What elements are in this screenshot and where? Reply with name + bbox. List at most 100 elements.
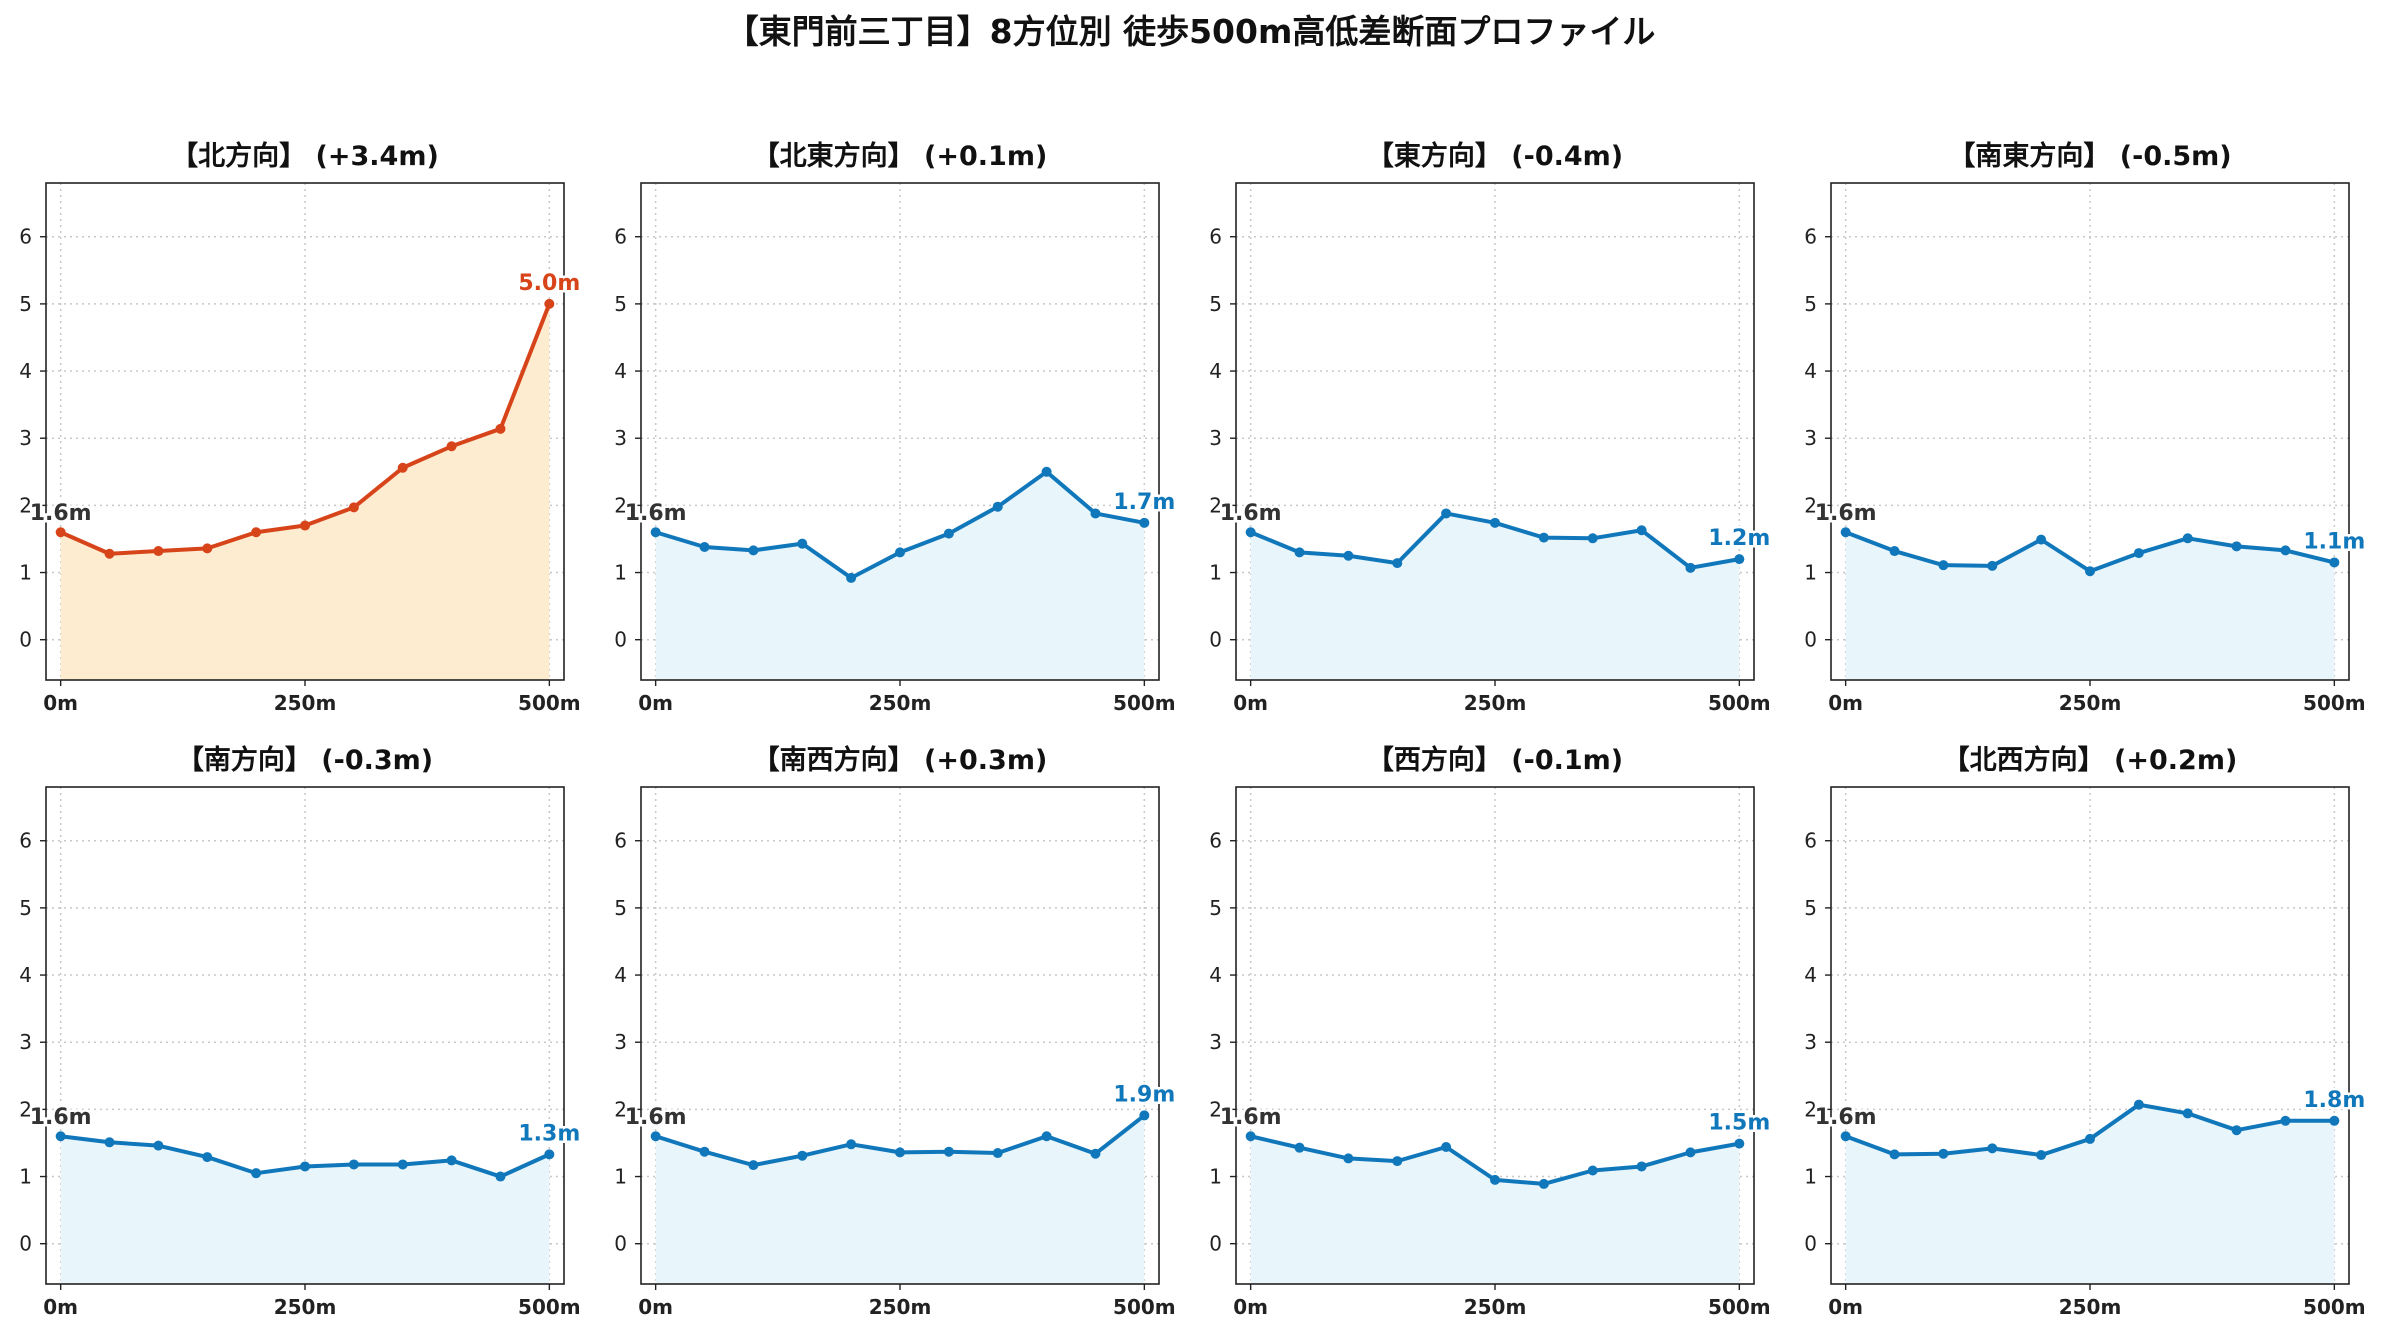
profile-point [1987,1143,1998,1154]
y-tick-label: 1 [614,561,627,585]
x-tick-label: 0m [638,1295,673,1319]
x-tick-label: 500m [1708,691,1771,715]
y-tick-label: 5 [614,896,627,920]
profile-point [699,542,710,553]
profile-point [992,501,1003,512]
x-tick-label: 250m [869,691,932,715]
profile-point [446,441,457,452]
profile-point [943,528,954,539]
subplot-title: 【北方向】 (+3.4m) [171,140,439,172]
profile-point [1987,560,1998,571]
profile-point [1392,558,1403,569]
profile-point [1840,1131,1851,1142]
profile-point [2182,1108,2193,1119]
profile-point [348,1159,359,1170]
x-tick-label: 500m [518,1295,581,1319]
profile-point [1538,1178,1549,1189]
profile-point [55,527,66,538]
y-tick-label: 4 [19,963,32,987]
profile-point [300,1161,310,1172]
subplot-title: 【北西方向】 (+0.2m) [1943,744,2238,776]
profile-point [1245,527,1256,538]
y-tick-label: 0 [1804,628,1817,652]
profile-point [2280,1115,2291,1126]
y-tick-label: 0 [1804,1232,1817,1256]
profile-point [1636,1161,1647,1172]
y-tick-label: 2 [19,1097,32,1121]
profile-point [1490,1174,1500,1185]
profile-area [655,471,1145,680]
profile-point [1294,547,1305,558]
x-tick-label: 500m [1708,1295,1771,1319]
y-tick-label: 2 [1209,493,1222,517]
y-tick-label: 0 [614,1232,627,1256]
y-tick-label: 4 [614,359,627,383]
profile-area [1250,1136,1740,1284]
y-tick-label: 4 [614,963,627,987]
profile-point [1245,1131,1256,1142]
x-tick-label: 500m [1113,691,1176,715]
start-elevation-label: 1.6m [625,501,687,526]
y-tick-label: 6 [614,225,627,249]
y-tick-label: 4 [1209,359,1222,383]
profile-point [446,1155,457,1166]
end-elevation-label: 1.3m [518,1121,580,1146]
profile-area [655,1115,1145,1284]
profile-point [1734,554,1745,565]
profile-point [1090,1148,1101,1159]
x-tick-label: 0m [638,691,673,715]
y-tick-label: 2 [1804,493,1817,517]
profile-point [2231,541,2242,552]
profile-point [1889,546,1900,557]
x-tick-label: 0m [1233,691,1268,715]
y-tick-label: 1 [1804,561,1817,585]
y-tick-label: 0 [1209,1232,1222,1256]
y-tick-label: 3 [19,1030,32,1054]
profile-point [2036,1150,2047,1161]
profile-point [748,1160,759,1171]
profile-point [1538,532,1549,543]
y-tick-label: 2 [614,1097,627,1121]
profile-point [495,423,506,434]
profile-point [748,545,759,556]
profile-point [797,538,808,549]
profile-panel-2: 【東方向】 (-0.4m) 0 1 2 3 4 5 6 0m 250m 500m 1.6m 1.2m [1209,140,1773,715]
profile-panel-0: 【北方向】 (+3.4m) 0 1 2 3 4 5 6 0m 250m 500m 1.6m 5.0m [19,140,583,715]
profile-point [544,298,555,309]
profile-point [495,1171,506,1182]
start-elevation-label: 1.6m [1815,501,1877,526]
y-tick-label: 5 [19,896,32,920]
start-elevation-label: 1.6m [1815,1105,1877,1130]
profile-point [153,1140,164,1151]
profile-point [153,546,164,557]
y-tick-label: 3 [614,1030,627,1054]
profile-point [348,502,359,513]
x-tick-label: 250m [2059,691,2122,715]
profile-point [1441,1141,1452,1152]
y-tick-label: 4 [1804,963,1817,987]
profile-area [1845,532,2335,680]
y-tick-label: 6 [614,829,627,853]
x-tick-label: 0m [1828,1295,1863,1319]
start-elevation-label: 1.6m [625,1105,687,1130]
profile-point [544,1149,555,1160]
figure-title: 【東門前三丁目】8方位別 徒歩500m高低差断面プロファイル [725,12,1656,51]
profile-point [2133,548,2144,559]
profile-point [397,462,408,473]
y-tick-label: 0 [19,1232,32,1256]
profile-point [1392,1156,1403,1167]
end-elevation-label: 1.5m [1708,1111,1770,1136]
profile-point [943,1146,954,1157]
profile-panel-3: 【南東方向】 (-0.5m) 0 1 2 3 4 5 6 0m 250m 500m 1.6m 1.1m [1804,140,2368,715]
profile-point [104,548,115,559]
profile-point [251,1168,262,1179]
x-tick-label: 500m [2303,1295,2366,1319]
y-tick-label: 1 [1804,1165,1817,1189]
y-tick-label: 5 [19,292,32,316]
profile-point [1343,1153,1354,1164]
x-tick-label: 0m [1233,1295,1268,1319]
x-tick-label: 250m [869,1295,932,1319]
y-tick-label: 2 [1209,1097,1222,1121]
y-tick-label: 3 [614,426,627,450]
profile-area [60,1136,550,1284]
